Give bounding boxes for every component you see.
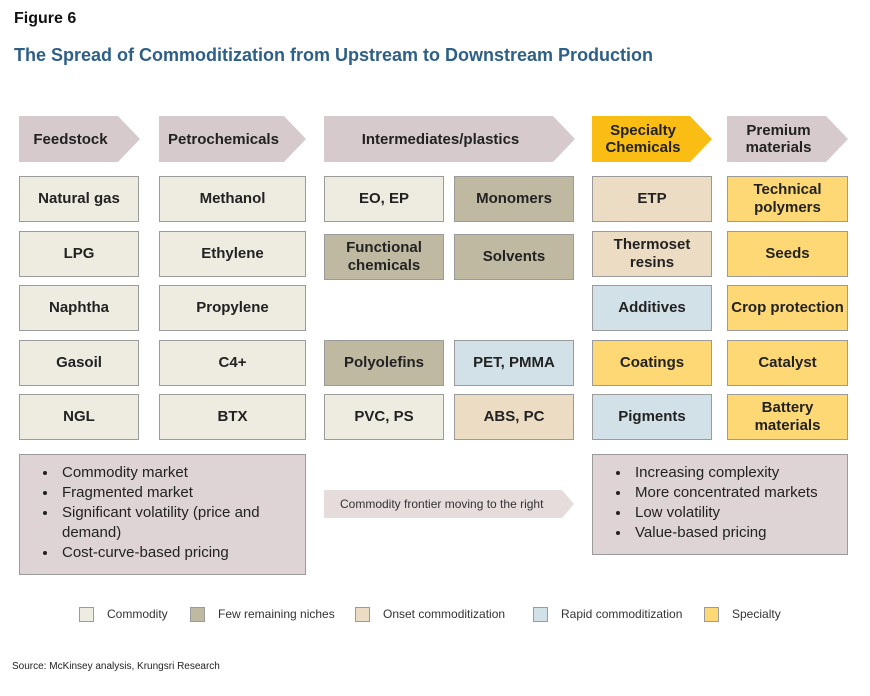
cell-specialty: Additives: [592, 285, 712, 331]
cell-intermediate: Monomers: [454, 176, 574, 222]
source-note: Source: McKinsey analysis, Krungsri Rese…: [12, 661, 220, 672]
note-item: Increasing complexity: [631, 463, 847, 483]
cell-petrochemical: C4+: [159, 340, 306, 386]
legend-item-niches: Few remaining niches: [190, 604, 335, 624]
legend-swatch: [190, 606, 205, 622]
note-item: More concentrated markets: [631, 483, 847, 503]
right-notes-box: Increasing complexity More concentrated …: [592, 454, 848, 555]
figure-label: Figure 6: [14, 10, 77, 27]
stage-arrow-intermediates: Intermediates/plastics: [324, 116, 575, 162]
legend-swatch: [355, 606, 370, 622]
figure-title: The Spread of Commoditization from Upstr…: [14, 45, 654, 65]
cell-specialty: ETP: [592, 176, 712, 222]
stage-label: Intermediates/plastics: [361, 130, 520, 148]
stage-arrow-feedstock: Feedstock: [19, 116, 140, 162]
cell-intermediate: Solvents: [454, 234, 574, 280]
legend-label: Rapid commoditization: [561, 607, 683, 621]
frontier-label: Commodity frontier moving to the right: [340, 497, 544, 511]
cell-intermediate: EO, EP: [324, 176, 444, 222]
note-item: Significant volatility (price and demand…: [58, 503, 305, 543]
stage-arrow-premium: Premium materials: [727, 116, 848, 162]
cell-feedstock: Gasoil: [19, 340, 139, 386]
cell-feedstock: Naphtha: [19, 285, 139, 331]
cell-premium: Technical polymers: [727, 176, 848, 222]
cell-intermediate: PVC, PS: [324, 394, 444, 440]
legend-label: Few remaining niches: [218, 607, 335, 621]
stage-arrow-specialty: Specialty Chemicals: [592, 116, 712, 162]
cell-feedstock: Natural gas: [19, 176, 139, 222]
cell-feedstock: LPG: [19, 231, 139, 277]
legend-item-specialty: Specialty: [704, 604, 781, 624]
cell-intermediate: ABS, PC: [454, 394, 574, 440]
cell-intermediate: Functional chemicals: [324, 234, 444, 280]
legend-swatch: [704, 606, 719, 622]
cell-premium: Crop protection: [727, 285, 848, 331]
stage-label: Petrochemicals: [168, 130, 279, 148]
cell-intermediate: PET, PMMA: [454, 340, 574, 386]
cell-specialty: Thermoset resins: [592, 231, 712, 277]
commodity-frontier-arrow: Commodity frontier moving to the right: [324, 490, 574, 518]
stage-arrow-petrochemicals: Petrochemicals: [159, 116, 306, 162]
note-item: Low volatility: [631, 503, 847, 523]
note-item: Cost-curve-based pricing: [58, 543, 305, 563]
note-item: Fragmented market: [58, 483, 305, 503]
stage-label: Feedstock: [33, 130, 108, 148]
legend-item-rapid: Rapid commoditization: [533, 604, 682, 624]
legend-label: Commodity: [107, 607, 168, 621]
cell-intermediate: Polyolefins: [324, 340, 444, 386]
cell-petrochemical: Propylene: [159, 285, 306, 331]
legend-label: Specialty: [732, 607, 781, 621]
stage-label: Specialty Chemicals: [605, 122, 681, 156]
legend-item-commodity: Commodity: [79, 604, 168, 624]
note-item: Value-based pricing: [631, 523, 847, 543]
left-notes-box: Commodity market Fragmented market Signi…: [19, 454, 306, 575]
stage-label: Premium materials: [745, 122, 812, 156]
legend-item-onset: Onset commoditization: [355, 604, 505, 624]
legend-swatch: [79, 606, 94, 622]
cell-premium: Seeds: [727, 231, 848, 277]
cell-petrochemical: Ethylene: [159, 231, 306, 277]
cell-premium: Catalyst: [727, 340, 848, 386]
note-item: Commodity market: [58, 463, 305, 483]
cell-petrochemical: BTX: [159, 394, 306, 440]
cell-specialty: Pigments: [592, 394, 712, 440]
legend-label: Onset commoditization: [383, 607, 506, 621]
cell-petrochemical: Methanol: [159, 176, 306, 222]
cell-premium: Battery materials: [727, 394, 848, 440]
cell-specialty: Coatings: [592, 340, 712, 386]
cell-feedstock: NGL: [19, 394, 139, 440]
legend-swatch: [533, 606, 548, 622]
